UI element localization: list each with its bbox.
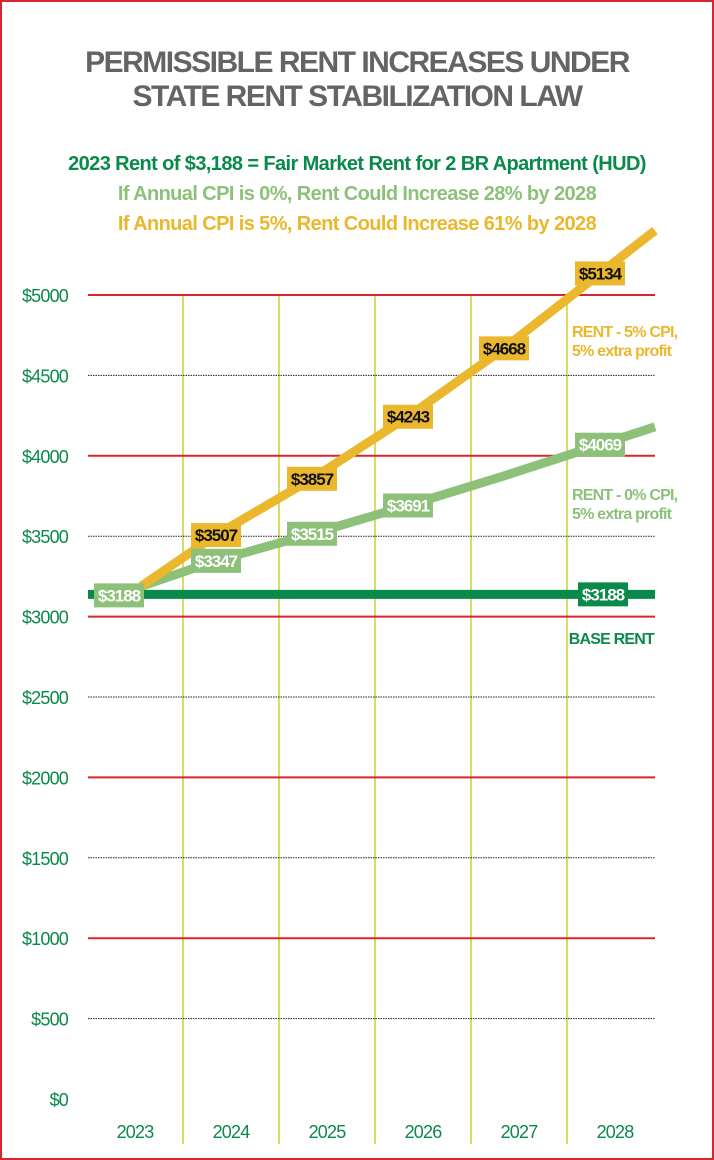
data-label-box <box>575 261 625 286</box>
y-tick-label: $2000 <box>22 768 69 788</box>
y-tick-label: $4500 <box>22 366 69 386</box>
data-label-box <box>575 432 625 457</box>
y-tick-label: $1500 <box>22 849 69 869</box>
x-tick-label: 2026 <box>405 1122 443 1142</box>
data-label-box <box>578 582 628 607</box>
series-legend-label: BASE RENT <box>569 631 655 648</box>
chart-title-line-1: PERMISSIBLE RENT INCREASES UNDER <box>85 46 631 79</box>
y-tick-label: $2500 <box>22 688 69 708</box>
subtitle-base: 2023 Rent of $3,188 = Fair Market Rent f… <box>68 153 646 175</box>
data-label-box <box>479 336 529 361</box>
y-tick-label: $3000 <box>22 608 69 628</box>
data-label-box <box>191 523 241 548</box>
x-tick-label: 2027 <box>501 1122 539 1142</box>
y-tick-label: $4000 <box>22 447 69 467</box>
data-label: $4243 <box>387 408 430 427</box>
x-tick-label: 2028 <box>597 1122 635 1142</box>
data-label: $5134 <box>579 264 623 283</box>
data-label: $4668 <box>483 339 526 358</box>
data-label: $3188 <box>582 585 625 604</box>
series-legend-label: RENT - 0% CPI, <box>572 487 678 504</box>
data-label-box <box>287 521 337 546</box>
data-label-box <box>287 466 337 491</box>
subtitle-cpi-0: If Annual CPI is 0%, Rent Could Increase… <box>118 183 597 205</box>
data-label: $3347 <box>195 552 238 571</box>
y-tick-label: $5000 <box>22 286 69 306</box>
data-label: $3507 <box>195 526 238 545</box>
series-legend-label: 5% extra profit <box>572 343 673 360</box>
data-label-box <box>191 548 241 573</box>
data-label: $3857 <box>291 470 334 489</box>
data-label-box <box>94 583 144 608</box>
series-legend-label: 5% extra profit <box>572 506 673 523</box>
y-tick-label: $500 <box>31 1010 69 1030</box>
y-tick-label: $1000 <box>22 929 69 949</box>
x-tick-label: 2025 <box>309 1122 347 1142</box>
data-label-box <box>383 493 433 518</box>
series-legend-label: RENT - 5% CPI, <box>572 324 678 341</box>
subtitle-cpi-5: If Annual CPI is 5%, Rent Could Increase… <box>118 213 597 235</box>
y-tick-label: $3500 <box>22 527 69 547</box>
x-tick-label: 2023 <box>117 1122 155 1142</box>
data-label: $3188 <box>98 586 141 605</box>
y-tick-label: $0 <box>50 1090 69 1110</box>
chart-title-line-2: STATE RENT STABILIZATION LAW <box>132 80 583 113</box>
data-label-box <box>383 404 433 429</box>
x-tick-label: 2024 <box>213 1122 251 1142</box>
data-label: $3691 <box>387 496 430 515</box>
data-label: $4069 <box>579 436 622 455</box>
data-label: $3515 <box>291 525 334 544</box>
